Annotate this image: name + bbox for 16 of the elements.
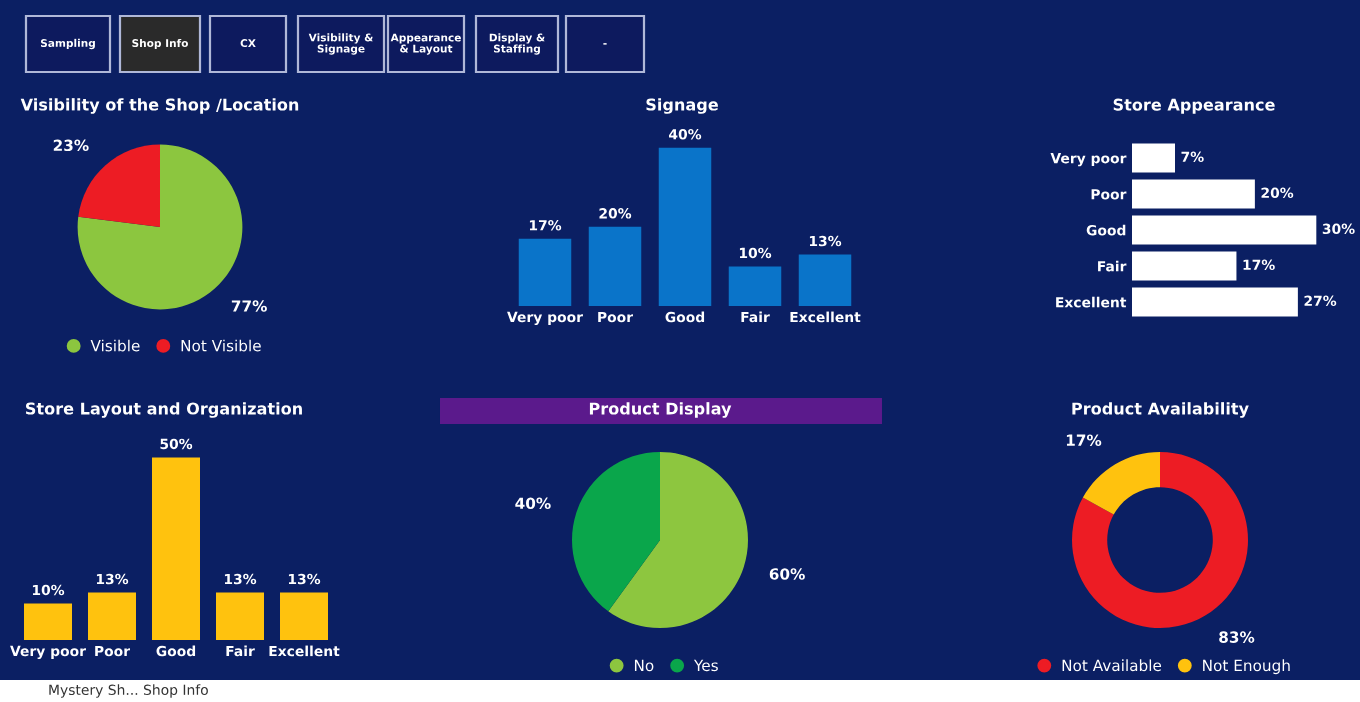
bar xyxy=(658,147,712,306)
chart-title: Product Display xyxy=(589,402,732,418)
bar xyxy=(1132,179,1255,209)
chart-title: Store Layout and Organization xyxy=(25,402,302,418)
chart-title: Store Appearance xyxy=(1113,98,1275,114)
chart-title: Visibility of the Shop /Location xyxy=(20,98,299,114)
bar xyxy=(588,226,642,306)
bar xyxy=(518,238,572,306)
bar xyxy=(1132,287,1298,317)
bar xyxy=(1132,215,1317,245)
bar xyxy=(1132,143,1176,173)
bar xyxy=(728,266,782,306)
bar xyxy=(1132,251,1237,281)
chart-title: Signage xyxy=(646,98,718,114)
bar xyxy=(798,254,852,306)
chart-title: Product Availability xyxy=(1072,402,1249,418)
